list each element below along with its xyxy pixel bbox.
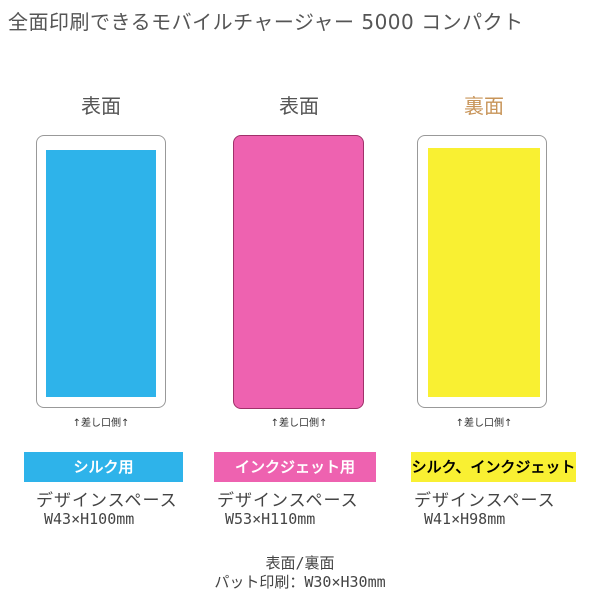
panel-heading: 表面 — [81, 94, 121, 118]
design-label: デザインスペース — [36, 491, 178, 511]
device-outline — [36, 135, 166, 408]
print-area — [46, 150, 156, 397]
badge: インクジェット用 — [214, 452, 376, 482]
design-label: デザインスペース — [217, 491, 359, 511]
device-outline — [417, 135, 547, 408]
badge: シルク、インクジェット — [411, 452, 576, 482]
badge: シルク用 — [24, 452, 183, 482]
caption: ↑差し口側↑ — [72, 418, 130, 429]
size: W43×H100mm — [44, 510, 135, 528]
footer-line: 表面/裏面 — [265, 554, 335, 572]
footer-line: パット印刷：W30×H30mm — [214, 573, 386, 591]
title: 全面印刷できるモバイルチャージャー 5000 コンパクト — [8, 10, 524, 34]
panel-heading: 裏面 — [464, 94, 504, 118]
panel-heading: 表面 — [279, 94, 319, 118]
print-area — [428, 148, 540, 397]
print-area — [233, 135, 364, 409]
size: W41×H98mm — [424, 510, 506, 528]
size: W53×H110mm — [225, 510, 316, 528]
caption: ↑差し口側↑ — [455, 418, 513, 429]
caption: ↑差し口側↑ — [270, 418, 328, 429]
design-label: デザインスペース — [414, 491, 556, 511]
